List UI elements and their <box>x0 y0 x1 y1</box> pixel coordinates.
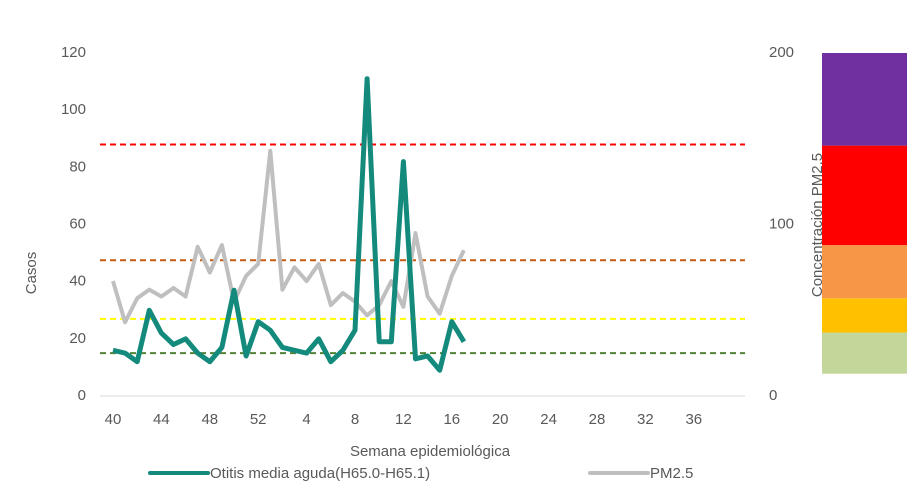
x-tick-label: 28 <box>589 411 606 428</box>
x-tick-label: 16 <box>443 411 460 428</box>
y-tick-label: 80 <box>69 158 86 175</box>
x-axis-label: Semana epidemiológica <box>350 443 511 460</box>
y-tick-label: 40 <box>69 273 86 290</box>
y-tick-label: 60 <box>69 215 86 232</box>
legend-label: PM2.5 <box>650 465 693 482</box>
series-line <box>111 148 466 325</box>
pm-band <box>822 298 907 333</box>
pm-band <box>822 245 907 299</box>
x-tick-label: 48 <box>201 411 218 428</box>
y2-tick-label: 100 <box>769 215 794 232</box>
y-axis-label: Casos <box>23 252 40 295</box>
x-tick-label: 52 <box>250 411 267 428</box>
pm-band <box>822 53 907 146</box>
x-tick-label: 20 <box>492 411 509 428</box>
y2-tick-label: 0 <box>769 387 777 404</box>
y2-axis-label: Concentración PM2.5 <box>809 153 826 297</box>
x-tick-label: 12 <box>395 411 412 428</box>
x-tick-label: 36 <box>685 411 702 428</box>
x-tick-label: 40 <box>105 411 122 428</box>
y-tick-label: 20 <box>69 330 86 347</box>
y-tick-label: 100 <box>61 101 86 118</box>
y-tick-label: 0 <box>78 387 86 404</box>
x-tick-label: 8 <box>351 411 359 428</box>
y2-tick-label: 200 <box>769 44 794 61</box>
x-tick-label: 32 <box>637 411 654 428</box>
pm-band <box>822 145 907 246</box>
x-tick-label: 44 <box>153 411 170 428</box>
x-tick-label: 24 <box>540 411 557 428</box>
x-tick-label: 4 <box>302 411 310 428</box>
y-tick-label: 120 <box>61 44 86 61</box>
legend-label: Otitis media aguda(H65.0-H65.1) <box>210 465 430 482</box>
pm-band <box>822 332 907 374</box>
series-line <box>112 76 467 373</box>
